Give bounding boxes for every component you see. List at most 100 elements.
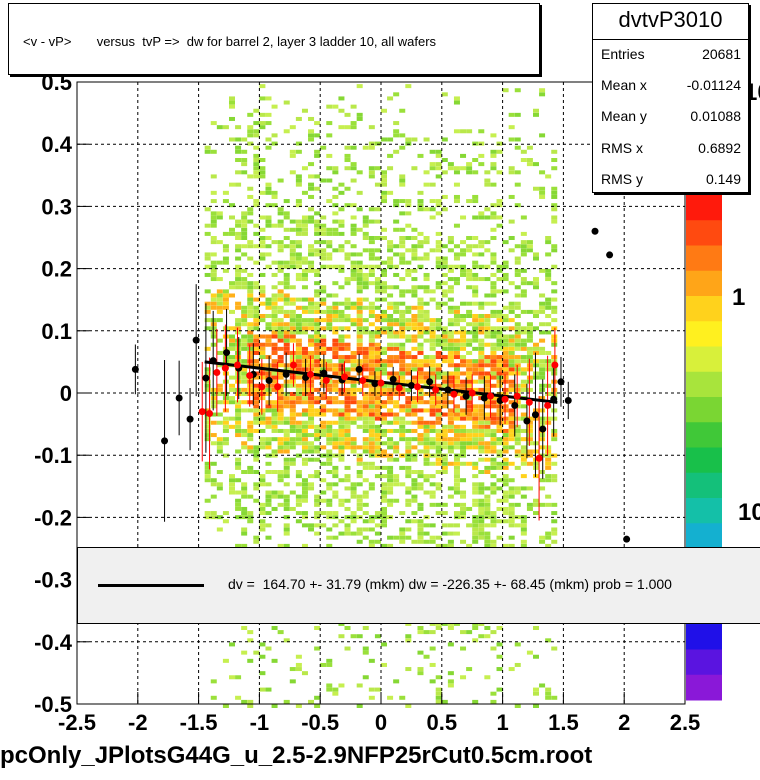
color-scale-cell xyxy=(686,371,722,398)
profile-red-point xyxy=(395,384,403,392)
profile-red-point xyxy=(234,361,242,369)
color-scale-cell xyxy=(686,270,722,297)
stat-value: 20681 xyxy=(702,46,741,62)
profile-points xyxy=(131,227,631,543)
color-scale-bar: 10110 xyxy=(686,79,760,701)
profile-black-point xyxy=(407,382,415,390)
profile-black-point xyxy=(462,392,470,400)
profile-red-point xyxy=(413,383,421,391)
stat-label: Entries xyxy=(601,46,645,62)
profile-black-point xyxy=(371,380,379,388)
profile-black-point xyxy=(531,411,539,419)
profile-red-point xyxy=(377,379,385,387)
color-scale-cell xyxy=(686,447,722,474)
profile-black-point xyxy=(557,378,565,386)
profile-red-point xyxy=(246,372,254,380)
color-scale-cell xyxy=(686,523,722,549)
profile-black-point xyxy=(606,251,614,259)
profile-black-point xyxy=(511,401,519,409)
color-scale-cell xyxy=(686,346,722,373)
y-tick-label: -0.5 xyxy=(34,692,72,717)
color-scale-cell xyxy=(686,498,722,524)
x-tick-label: -2 xyxy=(128,710,148,735)
profile-red-point xyxy=(525,398,533,406)
profile-red-point xyxy=(359,377,367,385)
chart-title: <v - vP> versus tvP => dw for barrel 2, … xyxy=(23,34,437,49)
color-scale-cell xyxy=(686,397,722,423)
y-tick-label: -0.1 xyxy=(34,443,72,468)
profile-black-point xyxy=(389,375,397,383)
profile-black-point xyxy=(444,386,452,394)
stat-value: 0.6892 xyxy=(698,140,741,156)
profile-black-point xyxy=(161,437,169,445)
x-tick-label: -1.5 xyxy=(180,710,218,735)
profile-red-point xyxy=(341,373,349,381)
stats-box: dvtvP3010 Entries 20681 Mean x -0.01124 … xyxy=(592,3,749,193)
profile-red-point xyxy=(486,392,494,400)
x-tick-label: 0.5 xyxy=(427,710,458,735)
color-scale-label: 10 xyxy=(738,499,760,526)
x-tick-label: 1 xyxy=(496,710,508,735)
stat-value: -0.01124 xyxy=(686,77,741,93)
color-scale-cell xyxy=(686,195,722,221)
color-scale-label: 1 xyxy=(732,284,745,311)
profile-black-point xyxy=(202,374,210,382)
profile-black-point xyxy=(591,227,599,235)
color-scale-cell xyxy=(686,674,722,701)
profile-red-point xyxy=(501,395,509,403)
profile-black-point xyxy=(131,365,139,373)
profile-red-point xyxy=(221,364,229,372)
profile-black-point xyxy=(355,365,363,373)
x-tick-label: 0 xyxy=(375,710,387,735)
profile-black-point xyxy=(175,394,183,402)
profile-red-point xyxy=(258,383,266,391)
color-scale-cell xyxy=(686,296,722,322)
x-tick-label: 2.5 xyxy=(670,710,701,735)
color-scale-cell xyxy=(686,649,722,676)
x-tick-label: -2.5 xyxy=(58,710,96,735)
color-scale-cell xyxy=(686,220,722,246)
profile-black-point xyxy=(539,425,547,433)
y-tick-label: -0.2 xyxy=(34,505,72,530)
profile-black-point xyxy=(320,369,328,377)
profile-black-point xyxy=(209,357,217,365)
profile-red-point xyxy=(450,390,458,398)
profile-red-point xyxy=(206,410,214,418)
color-scale-cell xyxy=(686,422,722,448)
profile-red-point xyxy=(289,361,297,369)
profile-black-point xyxy=(186,415,194,423)
profile-black-point xyxy=(623,535,631,543)
y-tick-label: -0.3 xyxy=(34,568,72,593)
profile-red-point xyxy=(213,368,221,376)
profile-red-point xyxy=(544,401,552,409)
profile-black-point xyxy=(523,417,531,425)
profile-red-point xyxy=(551,361,559,369)
profile-red-point xyxy=(535,454,543,462)
stat-label: RMS x xyxy=(601,140,643,156)
y-tick-label: 0.3 xyxy=(41,194,72,219)
y-tick-label: 0.2 xyxy=(41,257,72,282)
profile-red-point xyxy=(432,386,440,394)
axes: -2.5 -2 -1.5 -1 -0.5 0 0.5 1 1.5 2 2.5 -0.5 -0.4 -0.3… xyxy=(34,70,700,735)
profile-black-point xyxy=(550,395,558,403)
profile-black-point xyxy=(192,336,200,344)
x-tick-label: -0.5 xyxy=(301,710,339,735)
color-scale-cell xyxy=(686,321,722,347)
x-tick-label: 1.5 xyxy=(548,710,579,735)
y-tick-label: 0 xyxy=(60,381,72,406)
profile-red-point xyxy=(274,383,282,391)
fit-legend-line xyxy=(98,584,204,587)
stat-value: 0.01088 xyxy=(690,108,741,124)
histogram-name: dvtvP3010 xyxy=(618,7,723,32)
profile-black-point xyxy=(223,349,231,357)
stat-value: 0.149 xyxy=(705,171,741,187)
stats-divider xyxy=(593,39,748,40)
profile-black-point xyxy=(480,394,488,402)
x-tick-label: -1 xyxy=(250,710,270,735)
x-tick-label: 2 xyxy=(618,710,630,735)
color-scale-cell xyxy=(686,472,722,499)
title-box: <v - vP> versus tvP => dw for barrel 2, … xyxy=(8,3,540,75)
footer-filename: pcOnly_JPlotsG44G_u_2.5-2.9NFP25rCut0.5c… xyxy=(0,742,593,769)
y-tick-label: 0.1 xyxy=(41,319,72,344)
